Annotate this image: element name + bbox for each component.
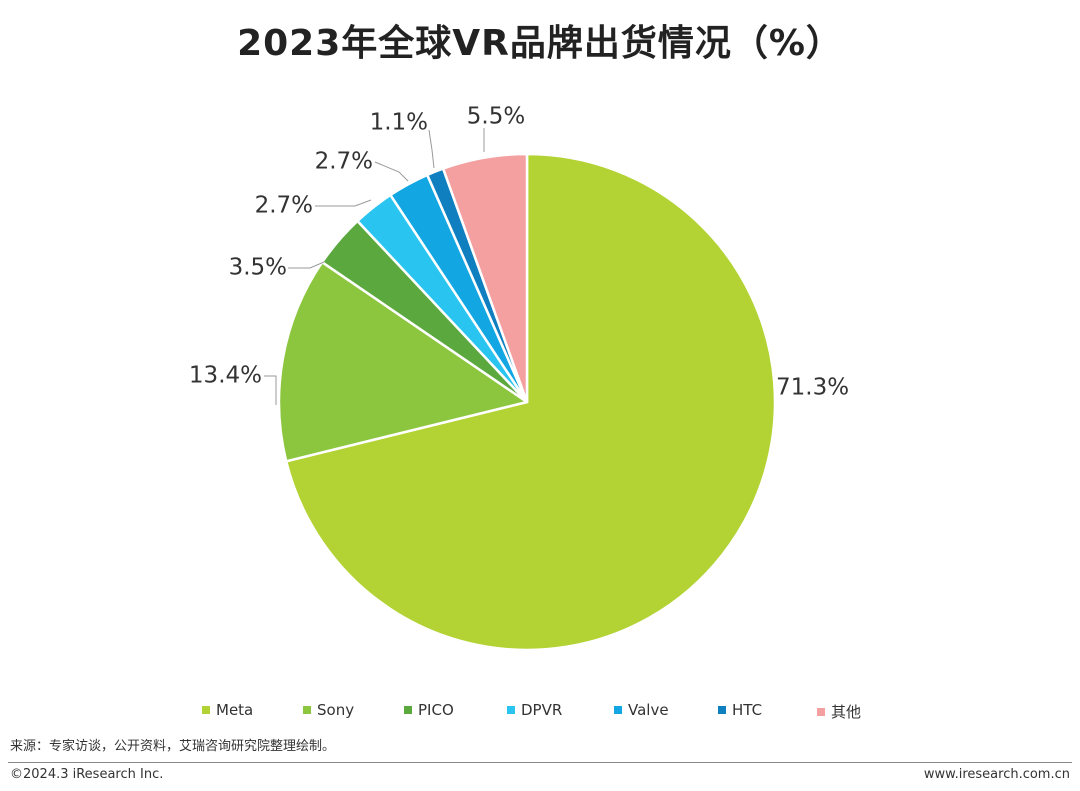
source-note: 来源：专家访谈，公开资料，艾瑞咨询研究院整理绘制。 [10,739,336,754]
legend-item-htc: HTC [718,701,762,719]
data-label-dpvr: 2.7% [255,193,313,219]
legend-swatch [303,706,311,714]
legend-label: PICO [418,701,454,719]
legend-swatch [614,706,622,714]
legend-swatch [817,707,825,716]
leader-line [264,375,277,405]
data-label-sony: 13.4% [189,363,262,389]
legend-item-dpvr: DPVR [507,701,562,719]
data-label-valve: 2.7% [315,149,373,175]
leader-line [288,261,325,269]
legend-item-valve: Valve [614,701,669,719]
website-url: www.iresearch.com.cn [923,767,1070,782]
chart-legend: Meta Sony PICO DPVR Valve HTC 其他 [0,701,1080,725]
legend-item-pico: PICO [404,701,454,719]
footer-divider [8,762,1072,763]
legend-swatch [718,706,726,714]
legend-label: DPVR [521,701,563,719]
data-label-meta: 71.3% [776,375,849,401]
pie-chart: 71.3% 13.4% 3.5% 2.7%2.7% 1.1% 5.5% [189,104,849,652]
legend-swatch [202,706,210,714]
leader-line [315,199,372,207]
legend-label: Sony [317,701,355,719]
data-label-htc: 1.1% [370,110,428,136]
legend-item-sony: Sony [303,701,354,719]
legend-label: Meta [216,701,254,719]
leader-line [428,129,435,169]
pie-slice-other [441,152,529,404]
leader-line [374,161,409,182]
chart-title: 2023年全球VR品牌出货情况（%） [237,23,843,64]
legend-label: Valve [628,701,669,719]
legend-swatch [404,706,412,714]
legend-swatch [507,706,515,714]
legend-label: 其他 [831,703,862,721]
pie-slice-sony [277,260,529,463]
legend-item-other: 其他 [817,701,861,722]
legend-item-meta: Meta [202,701,253,719]
legend-label: HTC [732,701,763,719]
data-label-pico: 3.5% [229,255,287,281]
data-label-other: 5.5% [467,104,525,130]
pie-slice-meta [284,152,777,652]
copyright: ©2024.3 iResearch Inc. [10,767,164,782]
